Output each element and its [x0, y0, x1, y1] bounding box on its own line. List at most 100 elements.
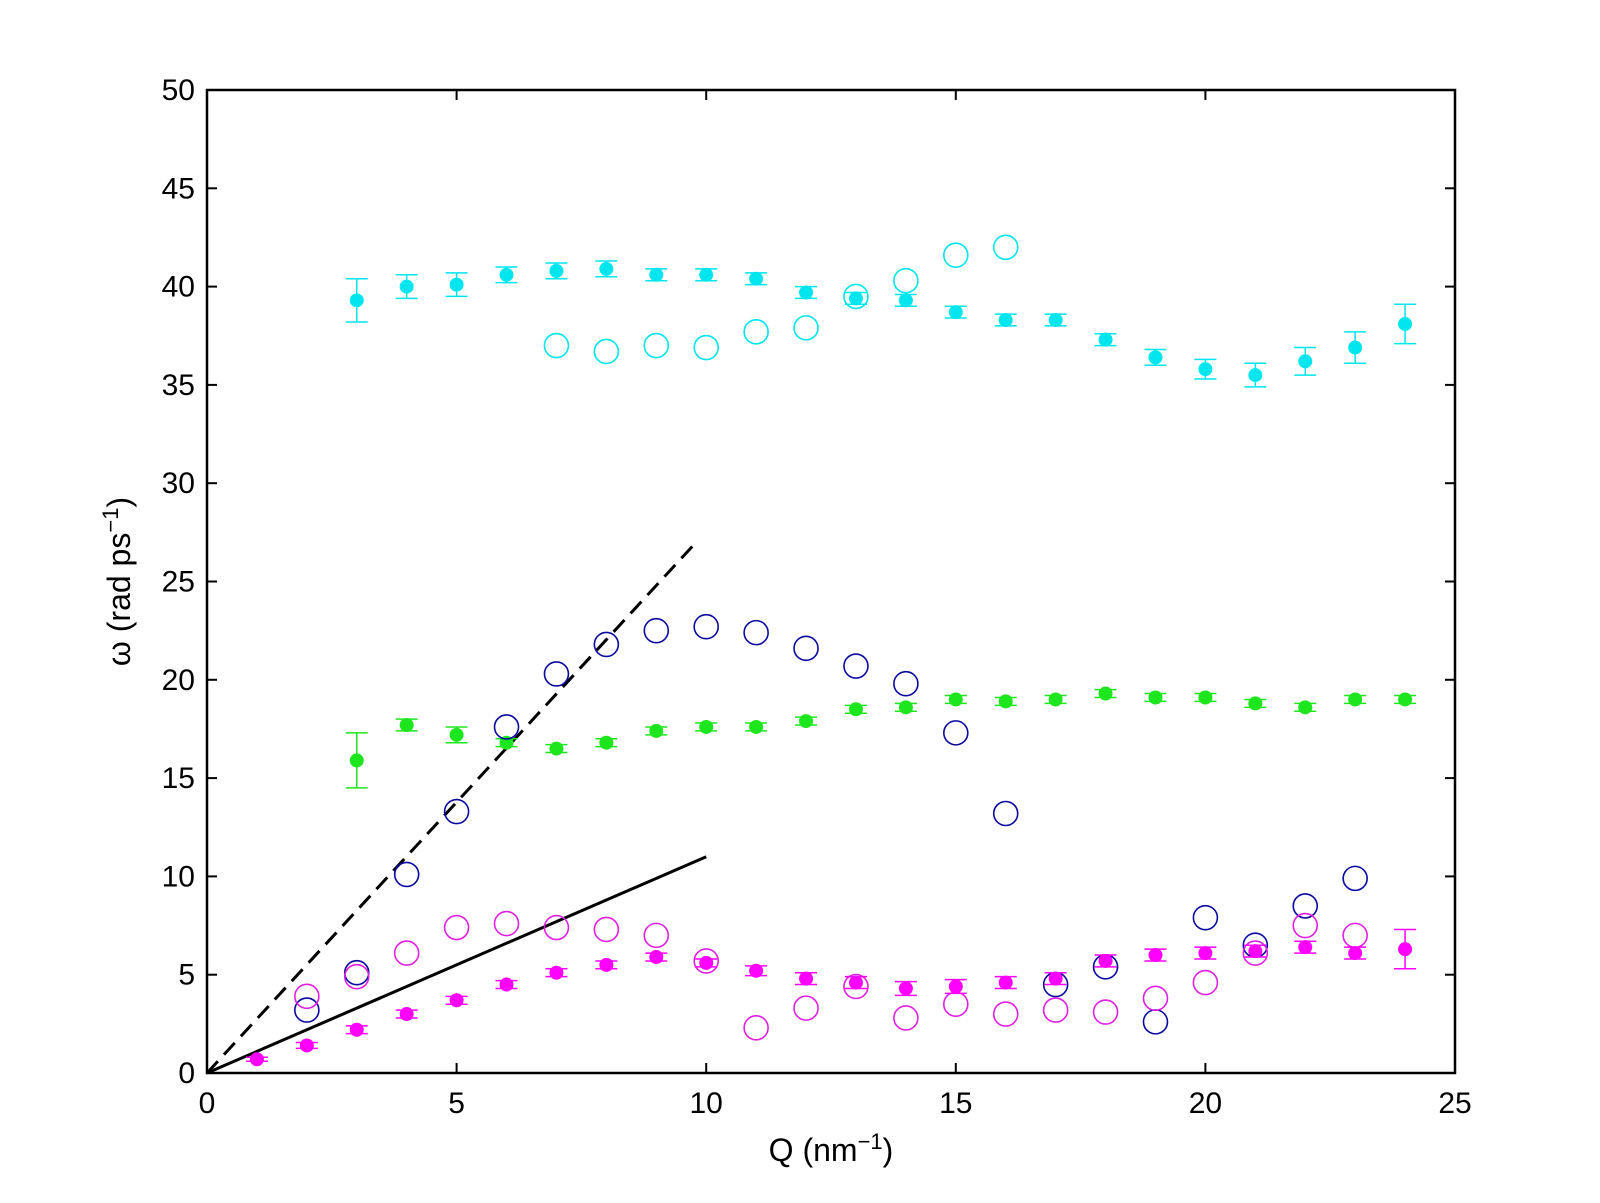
data-point — [1048, 971, 1063, 986]
data-point — [693, 334, 720, 361]
data-point — [693, 613, 720, 640]
data-point — [499, 267, 514, 282]
data-point — [699, 267, 714, 282]
data-point — [393, 861, 420, 888]
data-point — [399, 718, 414, 733]
series-green-filled — [345, 686, 1417, 789]
data-point — [1242, 940, 1269, 966]
data-point — [793, 315, 819, 341]
x-axis-label: Q (nm−1) — [769, 1129, 894, 1169]
solid-line — [206, 855, 707, 1075]
axis-ticks: 0 5 10 15 20 25 0 5 10 15 20 25 30 35 40 45 50 — [162, 74, 1472, 1120]
data-point — [1198, 690, 1213, 705]
data-point — [1042, 997, 1069, 1023]
data-point — [443, 914, 470, 941]
data-point — [294, 983, 320, 1010]
data-point — [349, 293, 364, 308]
data-point — [898, 700, 913, 715]
data-point — [593, 631, 620, 658]
data-point — [393, 940, 420, 966]
data-point — [1348, 946, 1363, 961]
data-point — [1098, 953, 1113, 968]
data-point — [1048, 692, 1063, 707]
data-point — [1198, 946, 1213, 961]
data-point — [749, 963, 764, 978]
data-point — [294, 997, 320, 1023]
data-point — [992, 800, 1019, 827]
data-point — [649, 723, 664, 738]
x-tick-label: 15 — [939, 1087, 972, 1120]
data-point — [299, 1038, 314, 1053]
data-point — [643, 617, 670, 644]
y-tick-label: 15 — [162, 762, 195, 795]
x-axis-label-main: Q (nm — [769, 1132, 858, 1168]
data-point — [543, 661, 570, 687]
data-point — [848, 291, 863, 306]
data-point — [1298, 940, 1313, 955]
data-point — [1098, 332, 1113, 347]
data-point — [1398, 316, 1413, 331]
data-point — [948, 305, 963, 320]
data-point — [948, 979, 963, 994]
data-point — [449, 277, 464, 292]
data-point — [349, 753, 364, 768]
data-point — [992, 1001, 1019, 1027]
data-point — [343, 963, 370, 990]
x-tick-label: 20 — [1189, 1087, 1222, 1120]
data-point — [1298, 700, 1313, 715]
data-point — [848, 702, 863, 717]
y-tick-label: 40 — [162, 271, 195, 304]
series-cyan-open — [543, 234, 1019, 365]
data-point — [549, 965, 564, 980]
data-point — [948, 692, 963, 707]
data-point — [998, 313, 1013, 328]
series-cyan-filled — [345, 260, 1417, 388]
data-point — [693, 948, 720, 974]
data-point — [1048, 313, 1063, 328]
data-point — [549, 263, 564, 278]
y-axis-label: ω (rad ps−1) — [98, 497, 138, 666]
data-point — [593, 338, 620, 365]
data-point — [1398, 942, 1413, 957]
y-axis-label-end: ) — [101, 497, 137, 508]
data-point — [1292, 912, 1319, 939]
y-tick-label: 50 — [162, 74, 195, 107]
data-point — [898, 981, 913, 996]
data-point — [1398, 692, 1413, 707]
x-tick-label: 0 — [199, 1087, 216, 1120]
data-point — [1342, 865, 1368, 892]
data-point — [649, 950, 664, 965]
data-point — [749, 271, 764, 286]
y-tick-label: 0 — [178, 1057, 195, 1090]
y-tick-label: 20 — [162, 664, 195, 697]
data-point — [1192, 904, 1219, 931]
y-tick-label: 25 — [162, 566, 195, 599]
data-point — [1348, 692, 1363, 707]
data-point — [843, 283, 869, 310]
data-point — [699, 719, 714, 734]
data-point — [848, 975, 863, 990]
y-tick-label: 45 — [162, 172, 195, 205]
data-point — [499, 977, 514, 992]
data-point — [893, 267, 919, 294]
data-point — [449, 727, 464, 742]
data-point — [493, 910, 520, 937]
data-point — [543, 332, 570, 359]
x-tick-label: 25 — [1438, 1087, 1471, 1120]
y-axis-label-main: ω (rad ps — [101, 533, 137, 666]
data-point — [1098, 686, 1113, 701]
data-point — [1248, 368, 1263, 383]
data-point — [998, 975, 1013, 990]
data-point — [749, 719, 764, 734]
data-point — [799, 971, 814, 986]
data-point — [793, 995, 819, 1021]
series-magenta-filled — [245, 928, 1417, 1067]
y-tick-label: 35 — [162, 369, 195, 402]
data-point — [399, 279, 414, 294]
data-point — [893, 670, 919, 697]
x-tick-label: 10 — [690, 1087, 723, 1120]
data-point — [493, 714, 520, 740]
data-point — [743, 319, 769, 345]
data-point — [249, 1052, 264, 1067]
